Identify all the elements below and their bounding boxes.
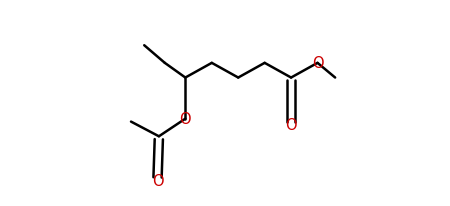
Text: O: O [285, 117, 297, 132]
Text: O: O [312, 56, 324, 71]
Text: O: O [152, 173, 163, 188]
Text: O: O [180, 112, 191, 126]
